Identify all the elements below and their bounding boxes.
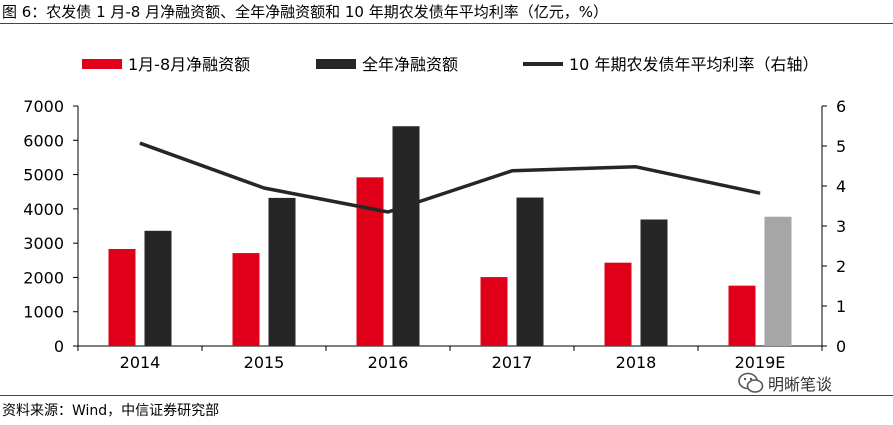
rate-point — [263, 187, 265, 189]
x-tick-label: 2017 — [492, 353, 533, 372]
bar — [392, 126, 420, 346]
rate-point — [387, 211, 389, 213]
y-left-tick-label: 3000 — [23, 234, 64, 253]
bar — [232, 253, 260, 346]
rate-point — [139, 142, 141, 144]
bar — [640, 219, 668, 346]
legend-label: 10 年期农发债年平均利率（右轴） — [569, 55, 818, 74]
y-left-tick-label: 4000 — [23, 200, 64, 219]
figure-title: 图 6：农发债 1 月-8 月净融资额、全年净融资额和 10 年期农发债年平均利… — [2, 3, 608, 21]
watermark: 明晰笔谈 — [738, 371, 832, 395]
bar — [356, 177, 384, 346]
y-right-tick-label: 5 — [836, 137, 846, 156]
watermark-text: 明晰笔谈 — [768, 375, 833, 394]
y-right-tick-label: 6 — [836, 97, 846, 116]
rate-point — [635, 166, 637, 168]
source-rule — [0, 395, 893, 396]
bar — [144, 230, 172, 346]
y-left-tick-label: 5000 — [23, 166, 64, 185]
y-right-tick-label: 3 — [836, 217, 846, 236]
rate-line — [139, 141, 761, 214]
bar — [480, 277, 508, 346]
rate-point — [759, 192, 761, 194]
source-note: 资料来源：Wind，中信证券研究部 — [2, 403, 220, 419]
wechat-icon — [738, 372, 764, 393]
bars — [108, 126, 792, 346]
x-tick-label: 2014 — [120, 353, 161, 372]
y-right-tick-label: 0 — [836, 337, 846, 356]
legend-label: 1月-8月净融资额 — [128, 55, 250, 74]
y-left-tick-label: 6000 — [23, 131, 64, 150]
y-right-tick-label: 1 — [836, 297, 846, 316]
legend: 1月-8月净融资额 全年净融资额 10 年期农发债年平均利率（右轴） — [82, 55, 818, 74]
title-rule — [0, 23, 893, 24]
legend-label: 全年净融资额 — [362, 55, 458, 74]
axes: 0 1000 2000 3000 4000 5000 6000 7000 0 1 2 3 4 5 6 2014… — [23, 97, 846, 372]
y-left-tick-label: 7000 — [23, 97, 64, 116]
x-tick-label: 2018 — [616, 353, 657, 372]
y-left-tick-label: 2000 — [23, 268, 64, 287]
bar — [268, 197, 296, 346]
y-left-tick-label: 0 — [54, 337, 64, 356]
y-right-tick-label: 2 — [836, 257, 846, 276]
x-tick-label: 2015 — [244, 353, 285, 372]
bar — [108, 248, 136, 346]
bar — [604, 262, 632, 346]
x-tick-label: 2019E — [735, 353, 786, 372]
bar — [516, 197, 544, 346]
x-tick-label: 2016 — [368, 353, 409, 372]
rate-point — [511, 170, 513, 172]
y-right-tick-label: 4 — [836, 177, 846, 196]
rate-line-path — [139, 141, 761, 214]
y-left-tick-label: 1000 — [23, 303, 64, 322]
combo-chart: 1月-8月净融资额 全年净融资额 10 年期农发债年平均利率（右轴） 0100020… — [23, 55, 846, 372]
bar — [728, 285, 756, 346]
legend-swatch — [82, 59, 122, 69]
legend-swatch — [316, 59, 356, 69]
bar — [764, 216, 792, 346]
